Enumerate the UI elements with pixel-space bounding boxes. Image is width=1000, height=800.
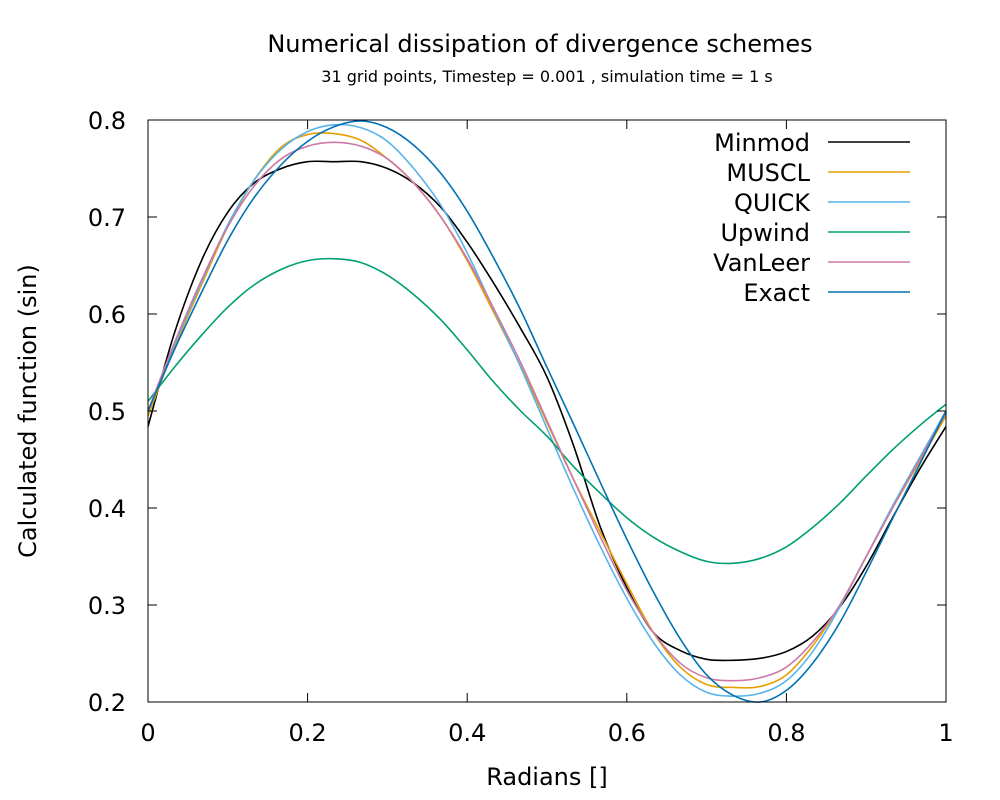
- x-tick-label: 0.8: [767, 719, 805, 747]
- legend-label: VanLeer: [713, 249, 810, 277]
- axis-ticks: 0 0.2 0.4 0.6 0.8 1 0.2 0.3 0.4 0.5 0.6 0.7 0.8: [88, 107, 954, 747]
- legend-entry-exact: Exact: [743, 279, 910, 307]
- legend-entry-vanleer: VanLeer: [713, 249, 910, 277]
- x-tick-label: 0.2: [289, 719, 327, 747]
- series-line-minmod: [147, 160, 947, 662]
- x-tick-label: 0: [140, 719, 155, 747]
- x-tick-label: 1: [938, 719, 953, 747]
- y-tick-label: 0.6: [88, 301, 126, 329]
- y-tick-label: 0.4: [88, 495, 126, 523]
- legend-label: QUICK: [734, 189, 811, 217]
- plot-frame: [147, 119, 947, 703]
- legend-label: Exact: [743, 279, 810, 307]
- series-line-quick: [147, 123, 947, 698]
- series-line-vanleer: [147, 141, 947, 682]
- y-tick-label: 0.7: [88, 204, 126, 232]
- y-tick-label: 0.3: [88, 592, 126, 620]
- x-axis-label: Radians []: [486, 763, 608, 791]
- x-tick-label: 0.4: [448, 719, 486, 747]
- chart-title: Numerical dissipation of divergence sche…: [267, 30, 812, 58]
- legend-label: Minmod: [714, 129, 810, 157]
- legend-entry-minmod: Minmod: [714, 129, 910, 157]
- legend-label: MUSCL: [726, 159, 810, 187]
- legend-label: Upwind: [720, 219, 810, 247]
- legend-entry-muscl: MUSCL: [726, 159, 910, 187]
- legend-entry-quick: QUICK: [734, 189, 910, 217]
- series-line-muscl: [147, 132, 947, 689]
- series-line-exact: [147, 120, 947, 703]
- x-tick-label: 0.6: [608, 719, 646, 747]
- series-line-upwind: [147, 257, 947, 565]
- legend-entry-upwind: Upwind: [720, 219, 910, 247]
- series-layer: [147, 120, 947, 703]
- y-tick-label: 0.5: [88, 398, 126, 426]
- y-tick-label: 0.8: [88, 107, 126, 135]
- y-tick-label: 0.2: [88, 689, 126, 717]
- chart-subtitle: 31 grid points, Timestep = 0.001 , simul…: [321, 67, 772, 86]
- y-axis-label: Calculated function (sin): [14, 264, 42, 558]
